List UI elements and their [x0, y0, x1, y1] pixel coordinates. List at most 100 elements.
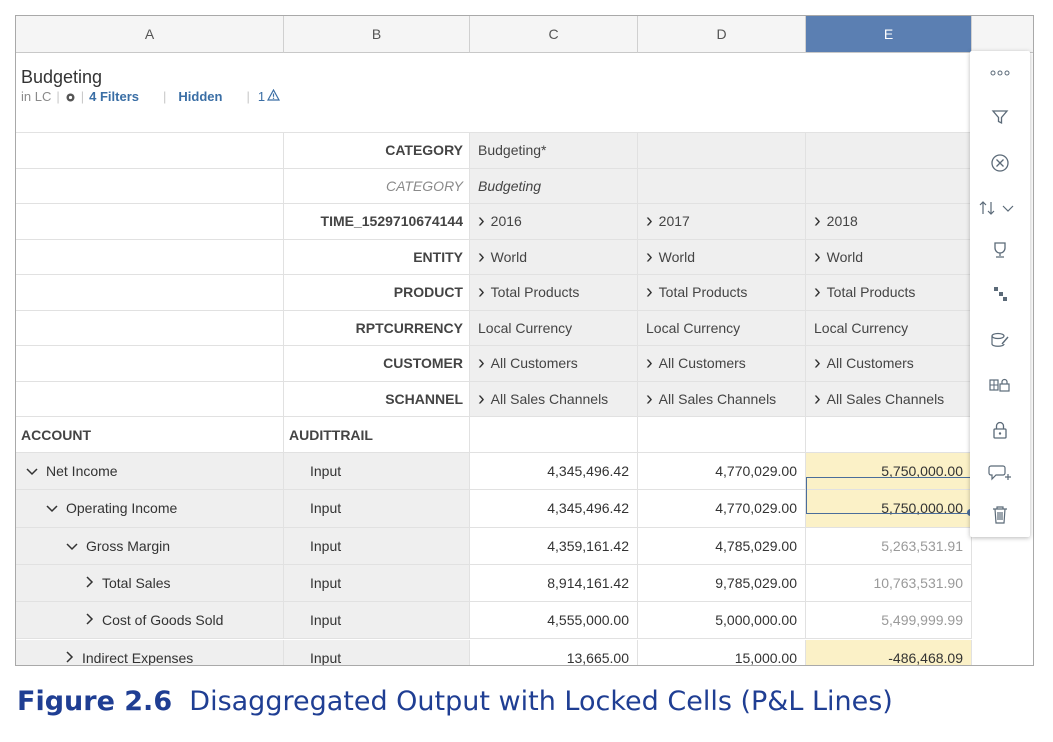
- column-header-e[interactable]: E: [806, 16, 972, 53]
- account-cell[interactable]: Cost of Goods Sold: [16, 602, 284, 640]
- dimension-member-cell[interactable]: Local Currency: [806, 310, 972, 346]
- value-cell[interactable]: 4,555,000.00: [470, 602, 638, 640]
- dimension-member-cell[interactable]: [806, 168, 972, 204]
- dimension-member-cell[interactable]: › Total Products: [638, 275, 806, 311]
- value-cell[interactable]: 9,785,029.00: [638, 564, 806, 603]
- value-cell[interactable]: 5,263,531.91: [806, 527, 972, 565]
- chevron-right-icon[interactable]: ›: [814, 245, 821, 268]
- audittrail-cell: Input: [284, 527, 470, 565]
- value-cell[interactable]: 15,000.00: [638, 639, 806, 665]
- rank-icon[interactable]: [970, 228, 1030, 272]
- dimension-name: CATEGORY: [284, 133, 470, 169]
- chevron-right-icon[interactable]: ›: [814, 281, 821, 304]
- chevron-right-icon[interactable]: ›: [814, 210, 821, 233]
- dimension-member-cell[interactable]: › 2017: [638, 204, 806, 240]
- dimension-member-cell[interactable]: › World: [470, 239, 638, 275]
- lock-icon[interactable]: [970, 408, 1030, 452]
- account-cell[interactable]: Operating Income: [16, 490, 284, 528]
- chevron-right-icon[interactable]: ›: [814, 387, 821, 410]
- column-header-d[interactable]: D: [638, 16, 806, 53]
- dimension-member-cell[interactable]: Local Currency: [470, 310, 638, 346]
- chevron-right-icon[interactable]: ›: [478, 352, 485, 375]
- dimension-member-cell[interactable]: › 2018: [806, 204, 972, 240]
- member-label: World: [658, 248, 695, 265]
- dimension-member-cell[interactable]: › All Sales Channels: [638, 381, 806, 417]
- dimension-member-cell[interactable]: › 2016: [470, 204, 638, 240]
- chevron-down-icon[interactable]: [26, 463, 38, 479]
- column-header-c[interactable]: C: [470, 16, 638, 53]
- chevron-right-icon[interactable]: ›: [646, 210, 653, 233]
- chevron-right-icon[interactable]: [66, 650, 74, 665]
- spreadsheet-frame: A B C D E Budgeting in LC | | 4 Filters …: [15, 15, 1034, 666]
- dimension-row: CATEGORY Budgeting*: [16, 133, 972, 169]
- chevron-right-icon[interactable]: ›: [478, 281, 485, 304]
- value-cell[interactable]: 4,785,029.00: [638, 527, 806, 565]
- chevron-right-icon[interactable]: ›: [646, 281, 653, 304]
- member-label: All Customers: [826, 355, 914, 372]
- dimension-member-cell[interactable]: › World: [806, 239, 972, 275]
- value-cell[interactable]: -486,468.09: [806, 639, 972, 665]
- data-entry-icon[interactable]: [970, 318, 1030, 362]
- table-subtitle: in LC | | 4 Filters | Hidden | 1: [21, 88, 281, 104]
- column-header-a[interactable]: A: [16, 16, 284, 53]
- hidden-link[interactable]: Hidden: [178, 89, 223, 104]
- value-cell[interactable]: 4,345,496.42: [470, 490, 638, 528]
- member-label: Budgeting*: [478, 142, 547, 159]
- account-cell[interactable]: Total Sales: [16, 564, 284, 603]
- value-cell[interactable]: 5,750,000.00: [806, 453, 972, 491]
- value-cell[interactable]: 4,770,029.00: [638, 490, 806, 528]
- chevron-down-icon[interactable]: [66, 538, 78, 554]
- filter-icon[interactable]: [970, 95, 1030, 139]
- chevron-right-icon[interactable]: ›: [478, 210, 485, 233]
- dimension-member-cell[interactable]: [638, 133, 806, 169]
- sort-icon[interactable]: [970, 186, 1030, 230]
- dimension-member-cell[interactable]: › All Customers: [806, 346, 972, 382]
- value-cell[interactable]: 4,770,029.00: [638, 453, 806, 491]
- empty-cell: [16, 381, 284, 417]
- account-cell[interactable]: Net Income: [16, 453, 284, 491]
- value-cell[interactable]: 4,359,161.42: [470, 527, 638, 565]
- chevron-right-icon[interactable]: [86, 575, 94, 591]
- value-cell[interactable]: 5,499,999.99: [806, 602, 972, 640]
- add-comment-icon[interactable]: [970, 450, 1030, 494]
- value-cell[interactable]: 10,763,531.90: [806, 564, 972, 603]
- chevron-right-icon[interactable]: [86, 612, 94, 628]
- chevron-right-icon[interactable]: ›: [646, 352, 653, 375]
- delete-icon[interactable]: [970, 493, 1030, 537]
- hierarchy-icon[interactable]: [970, 272, 1030, 316]
- dimension-member-cell[interactable]: › Total Products: [806, 275, 972, 311]
- value-cell[interactable]: 4,345,496.42: [470, 453, 638, 491]
- chevron-right-icon[interactable]: ›: [646, 245, 653, 268]
- dimension-member-cell[interactable]: Budgeting*: [470, 133, 638, 169]
- chevron-down-icon[interactable]: [46, 500, 58, 516]
- warning-count[interactable]: 1: [257, 89, 266, 104]
- settings-icon[interactable]: [65, 91, 76, 102]
- value-cell[interactable]: 13,665.00: [470, 639, 638, 665]
- dimension-member-cell[interactable]: › Total Products: [470, 275, 638, 311]
- chevron-right-icon[interactable]: ›: [814, 352, 821, 375]
- dimension-member-cell[interactable]: › World: [638, 239, 806, 275]
- dimension-member-cell[interactable]: [806, 133, 972, 169]
- value-cell[interactable]: 5,750,000.00: [806, 490, 972, 528]
- dimension-member-cell[interactable]: › All Sales Channels: [806, 381, 972, 417]
- dimension-member-cell[interactable]: Local Currency: [638, 310, 806, 346]
- value-cell[interactable]: 8,914,161.42: [470, 564, 638, 603]
- dimension-member-cell[interactable]: › All Customers: [470, 346, 638, 382]
- chevron-right-icon[interactable]: ›: [646, 387, 653, 410]
- more-icon[interactable]: [970, 51, 1030, 95]
- account-cell[interactable]: Indirect Expenses: [16, 639, 284, 665]
- dimension-member-cell[interactable]: [638, 168, 806, 204]
- remove-icon[interactable]: [970, 141, 1030, 185]
- account-cell[interactable]: Gross Margin: [16, 527, 284, 565]
- chevron-right-icon[interactable]: ›: [478, 387, 485, 410]
- chevron-right-icon[interactable]: ›: [478, 245, 485, 268]
- warning-icon[interactable]: [267, 88, 281, 104]
- column-header-b[interactable]: B: [284, 16, 470, 53]
- value-cell[interactable]: 5,000,000.00: [638, 602, 806, 640]
- lock-members-icon[interactable]: [970, 363, 1030, 407]
- filters-link[interactable]: 4 Filters: [89, 89, 139, 104]
- dimension-member-cell[interactable]: Budgeting: [470, 168, 638, 204]
- dimension-member-cell[interactable]: › All Sales Channels: [470, 381, 638, 417]
- dimension-member-cell[interactable]: › All Customers: [638, 346, 806, 382]
- figure-text: Disaggregated Output with Locked Cells (…: [189, 686, 893, 717]
